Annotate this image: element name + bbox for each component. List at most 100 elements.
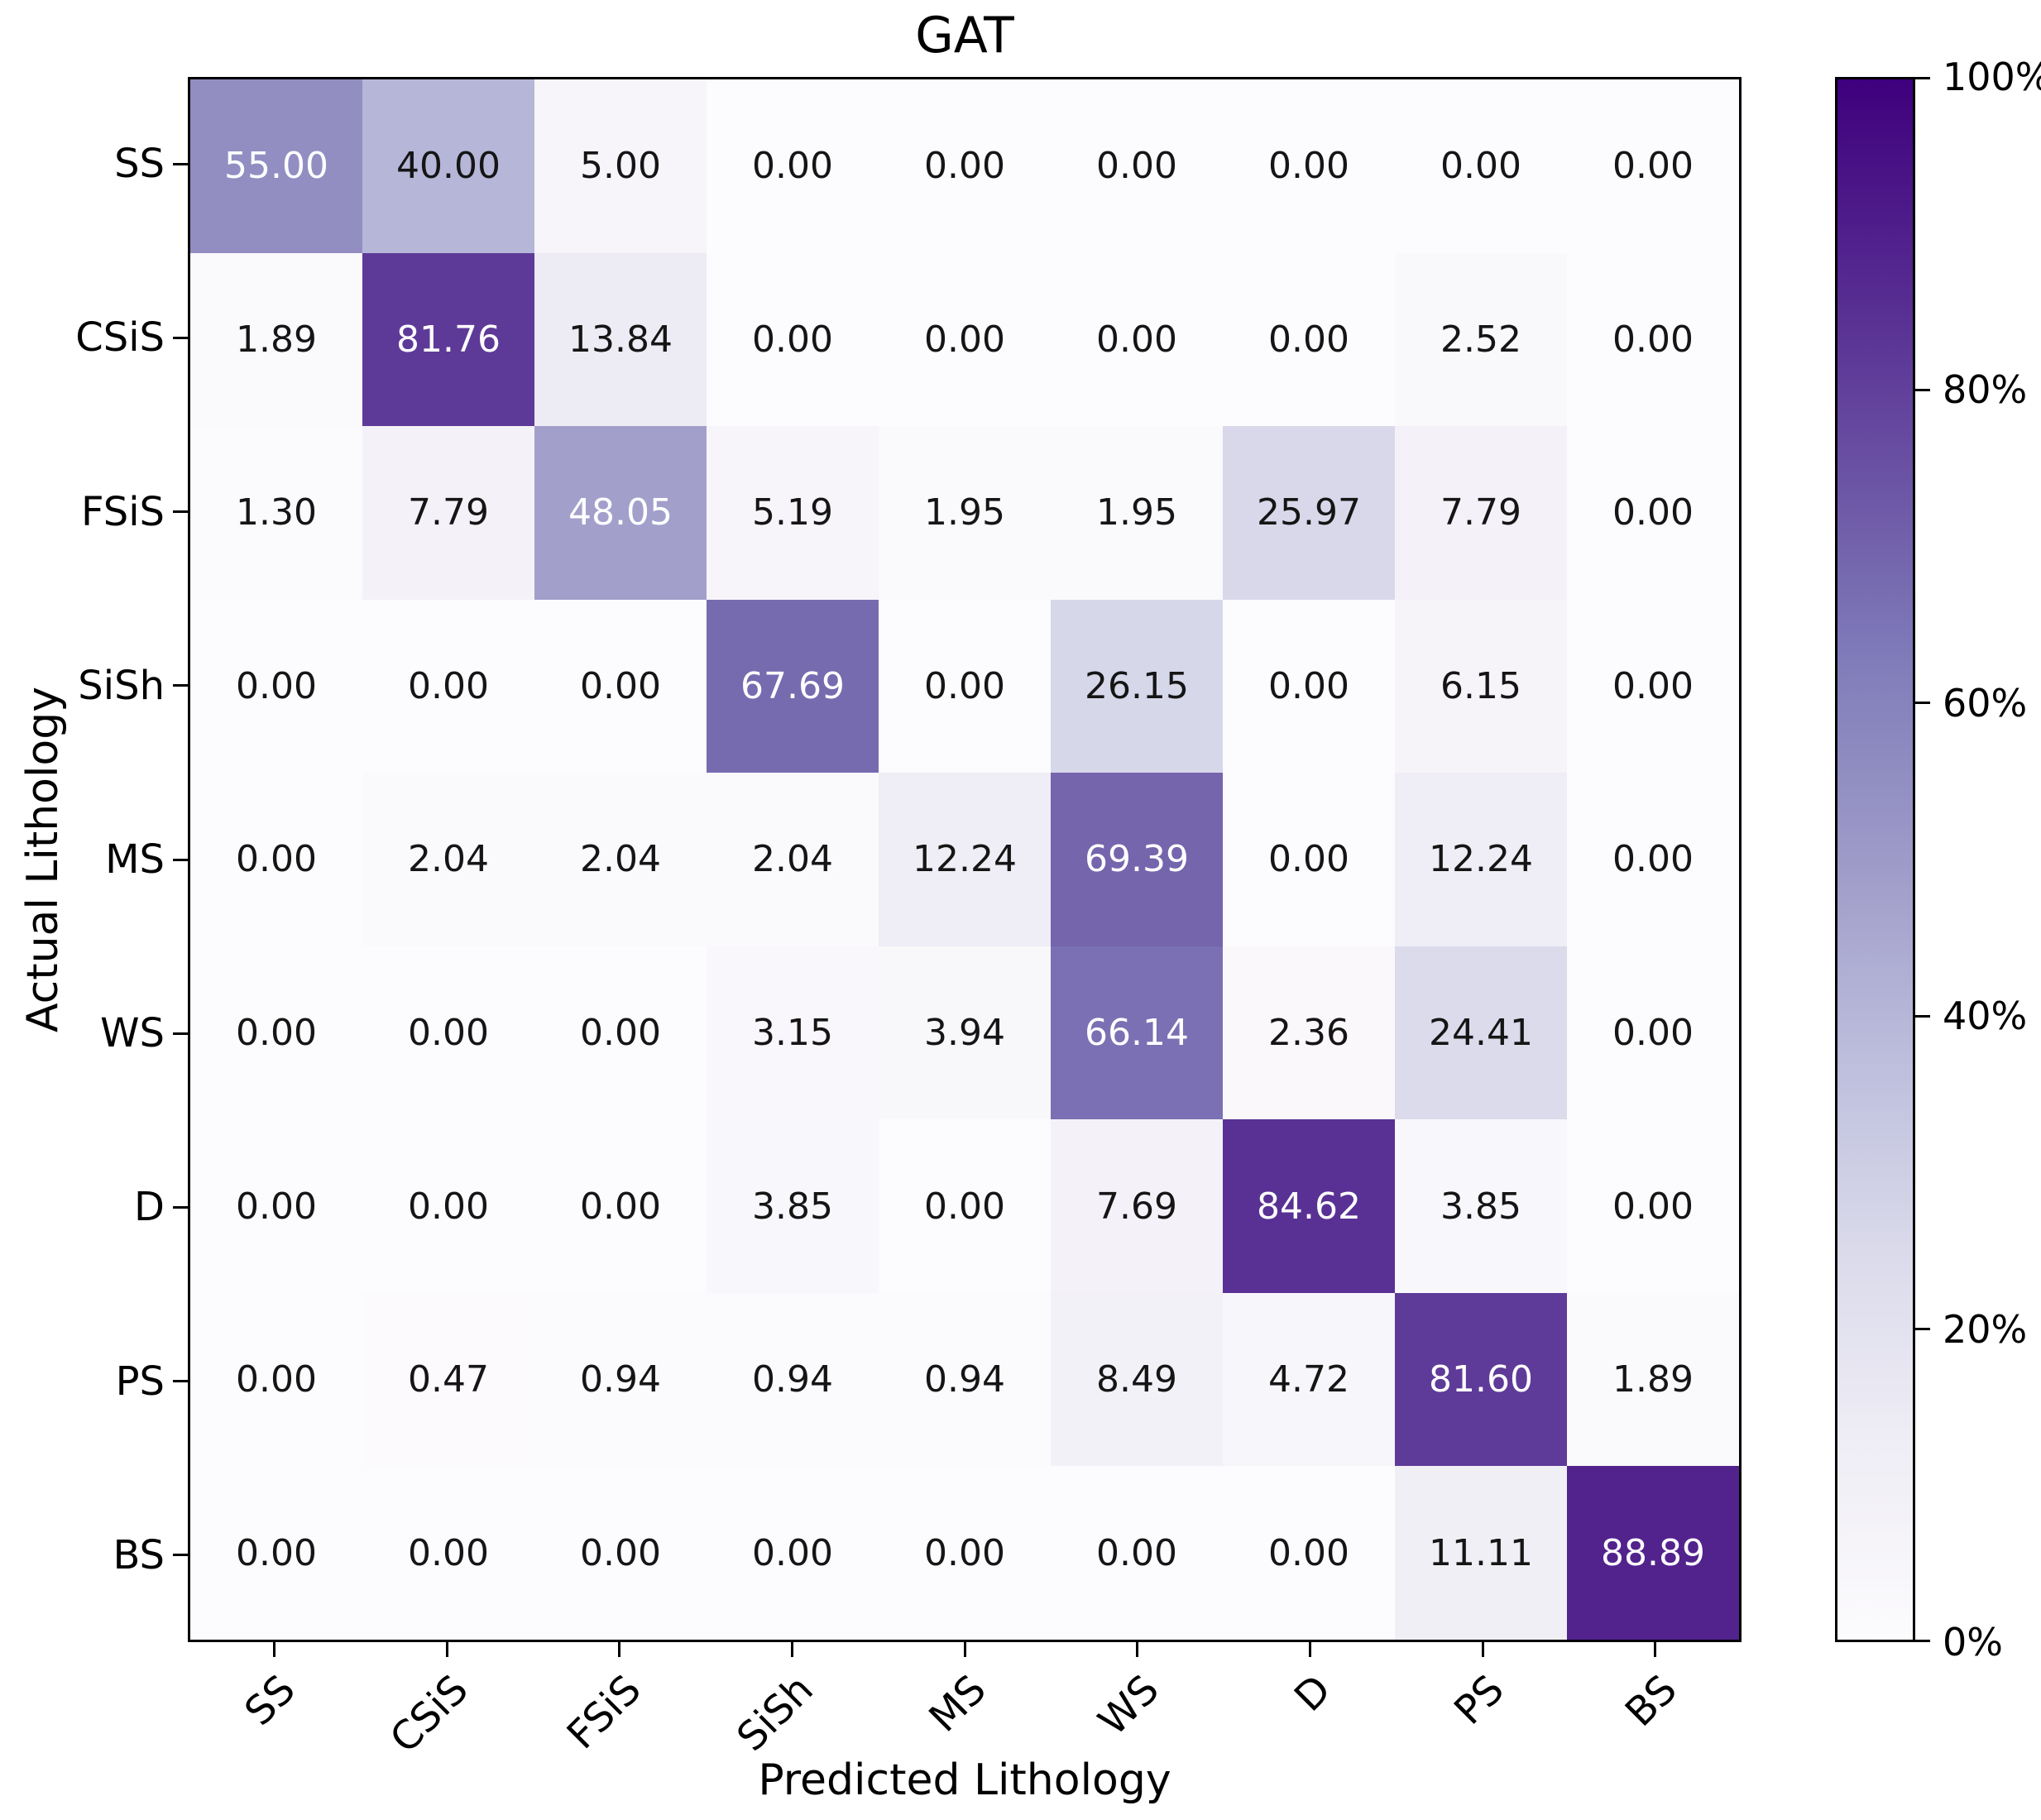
heatmap-cell: 0.00 xyxy=(1567,773,1739,946)
heatmap-cell: 1.89 xyxy=(190,252,362,427)
y-tick-mark xyxy=(173,1032,188,1035)
x-tick-mark xyxy=(445,1642,448,1657)
heatmap-plot: 55.00 40.00 5.00 0.00 0.00 0.00 0.00 0.00 0.00 1.… xyxy=(188,77,1742,1642)
heatmap-cell: 0.00 xyxy=(1567,1119,1739,1293)
heatmap-cell: 25.97 xyxy=(1223,426,1395,600)
heatmap-cell: 69.39 xyxy=(1051,773,1223,946)
y-tick-label: SS xyxy=(114,141,165,188)
y-tick-mark xyxy=(173,1554,188,1557)
heatmap-cell: 24.41 xyxy=(1395,946,1567,1120)
heatmap-cell: 0.00 xyxy=(707,1466,879,1640)
heatmap-cell: 0.00 xyxy=(1567,79,1739,253)
heatmap-cell: 1.89 xyxy=(1567,1292,1739,1467)
heatmap-cell: 3.85 xyxy=(1395,1119,1567,1293)
heatmap-cell: 3.15 xyxy=(707,946,879,1120)
heatmap-cell: 0.94 xyxy=(534,1292,707,1467)
x-tick-mark xyxy=(1654,1642,1657,1657)
heatmap-cell: 0.00 xyxy=(362,1119,534,1293)
heatmap-cell: 0.00 xyxy=(190,599,362,774)
colorbar-tick-mark xyxy=(1915,1640,1930,1642)
heatmap-cell: 0.00 xyxy=(362,946,534,1120)
heatmap-cell: 66.14 xyxy=(1051,946,1223,1120)
heatmap-cell: 0.00 xyxy=(1051,79,1223,253)
heatmap-cell: 7.69 xyxy=(1051,1119,1223,1293)
heatmap-cell: 0.00 xyxy=(1051,252,1223,427)
heatmap-cell: 0.00 xyxy=(190,1292,362,1467)
heatmap-cell: 0.00 xyxy=(879,1466,1051,1640)
x-tick-mark xyxy=(272,1642,275,1657)
colorbar-tick-label: 20% xyxy=(1943,1306,2028,1352)
heatmap-cell: 67.69 xyxy=(707,599,879,774)
heatmap-cell: 81.60 xyxy=(1395,1292,1567,1467)
colorbar-tick-label: 60% xyxy=(1943,680,2028,726)
heatmap-cell: 0.00 xyxy=(1223,599,1395,774)
heatmap-cell: 12.24 xyxy=(1395,773,1567,946)
heatmap-cell: 81.76 xyxy=(362,252,534,427)
heatmap-cell: 13.84 xyxy=(534,252,707,427)
heatmap-cell: 0.00 xyxy=(1223,79,1395,253)
heatmap-cell: 48.05 xyxy=(534,426,707,600)
heatmap-cell: 5.19 xyxy=(707,426,879,600)
heatmap-cell: 0.00 xyxy=(362,1466,534,1640)
heatmap-cell: 0.00 xyxy=(1567,599,1739,774)
x-tick-mark xyxy=(618,1642,621,1657)
y-tick-label: FSiS xyxy=(80,488,165,535)
heatmap-cell: 0.00 xyxy=(534,946,707,1120)
y-tick-mark xyxy=(173,1380,188,1383)
y-tick-mark xyxy=(173,162,188,165)
y-tick-label: WS xyxy=(100,1010,165,1057)
chart-title: GAT xyxy=(915,7,1014,65)
heatmap-cell: 7.79 xyxy=(1395,426,1567,600)
heatmap-cell: 0.00 xyxy=(707,252,879,427)
colorbar-gradient xyxy=(1835,77,1915,1642)
colorbar-tick-label: 40% xyxy=(1943,994,2028,1039)
heatmap-cell: 0.94 xyxy=(707,1292,879,1467)
colorbar-tick-label: 80% xyxy=(1943,367,2028,413)
heatmap-cell: 1.95 xyxy=(879,426,1051,600)
x-tick-mark xyxy=(1481,1642,1484,1657)
heatmap-cell: 2.04 xyxy=(707,773,879,946)
y-tick-label: MS xyxy=(105,836,165,883)
heatmap-cell: 2.52 xyxy=(1395,252,1567,427)
colorbar-tick-mark xyxy=(1915,388,1930,391)
y-tick-label: PS xyxy=(115,1358,165,1405)
heatmap-cell: 3.85 xyxy=(707,1119,879,1293)
heatmap-cell: 0.00 xyxy=(1567,426,1739,600)
y-tick-label: SiSh xyxy=(78,662,165,709)
y-tick-mark xyxy=(173,336,188,339)
y-tick-label: BS xyxy=(113,1531,165,1578)
heatmap-cell: 0.00 xyxy=(190,773,362,946)
heatmap-cell: 12.24 xyxy=(879,773,1051,946)
colorbar-tick-mark xyxy=(1915,702,1930,705)
colorbar-tick-label: 100% xyxy=(1943,55,2041,99)
colorbar-tick-mark xyxy=(1915,1014,1930,1018)
y-tick-mark xyxy=(173,684,188,687)
y-tick-mark xyxy=(173,1205,188,1209)
heatmap-cell: 8.49 xyxy=(1051,1292,1223,1467)
heatmap-cell: 0.00 xyxy=(879,252,1051,427)
heatmap-cell: 0.94 xyxy=(879,1292,1051,1467)
heatmap-cell: 0.00 xyxy=(1567,946,1739,1120)
heatmap-cell: 4.72 xyxy=(1223,1292,1395,1467)
heatmap-cell: 6.15 xyxy=(1395,599,1567,774)
heatmap-cell: 1.30 xyxy=(190,426,362,600)
heatmap-cell: 0.00 xyxy=(879,599,1051,774)
y-tick-label: CSiS xyxy=(75,314,165,362)
heatmap-cell: 0.00 xyxy=(1223,252,1395,427)
heatmap-cell: 0.00 xyxy=(534,1466,707,1640)
heatmap-cell: 88.89 xyxy=(1567,1466,1739,1640)
heatmap-cell: 3.94 xyxy=(879,946,1051,1120)
heatmap-cell: 0.00 xyxy=(1223,1466,1395,1640)
x-tick-mark xyxy=(963,1642,966,1657)
heatmap-cell: 0.00 xyxy=(879,79,1051,253)
colorbar-tick-mark xyxy=(1915,77,1930,79)
heatmap-cell: 5.00 xyxy=(534,79,707,253)
heatmap-cell: 0.47 xyxy=(362,1292,534,1467)
heatmap-cell: 2.36 xyxy=(1223,946,1395,1120)
heatmap-cell: 0.00 xyxy=(534,599,707,774)
heatmap-cell: 0.00 xyxy=(362,599,534,774)
heatmap-cell: 0.00 xyxy=(1567,252,1739,427)
y-tick-label: D xyxy=(134,1184,165,1231)
heatmap-cells: 55.00 40.00 5.00 0.00 0.00 0.00 0.00 0.00 0.00 1.… xyxy=(190,79,1739,1640)
